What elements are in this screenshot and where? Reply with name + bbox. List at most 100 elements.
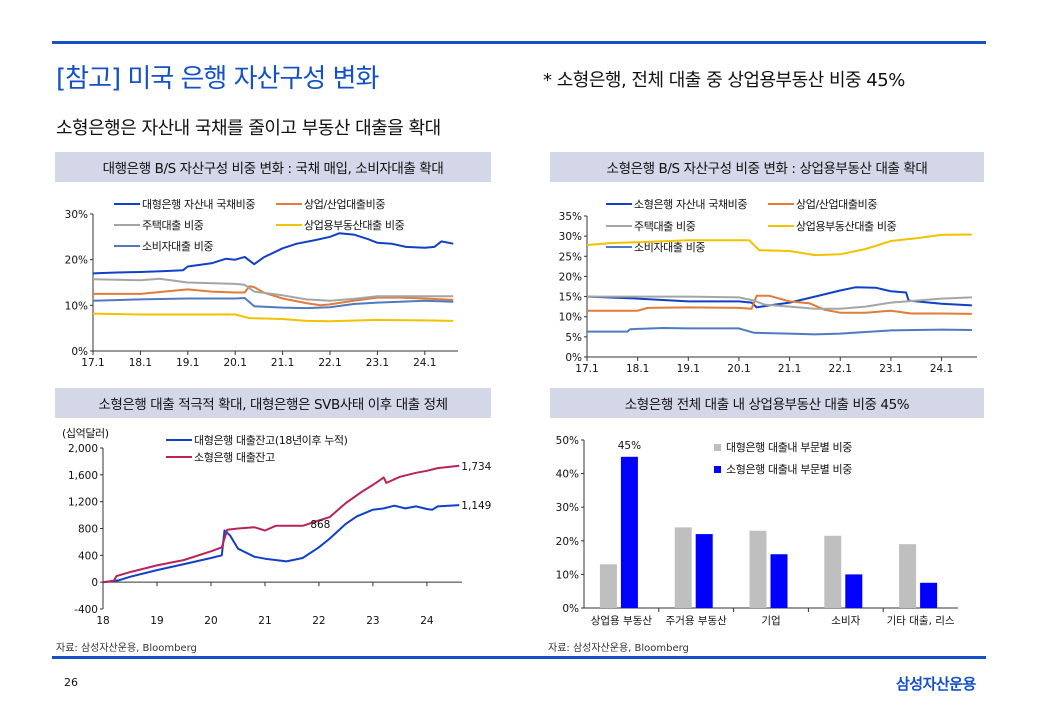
y-tick-label: 5%: [565, 332, 582, 344]
x-tick-label: 19.1: [677, 363, 700, 375]
page-number: 26: [64, 676, 78, 689]
x-tick-label: 21.1: [778, 363, 801, 375]
y-tick-label: 0%: [71, 346, 88, 358]
x-tick-label: 24.1: [930, 363, 953, 375]
panel-header-loan-mix: 소형은행 전체 대출 내 상업용부동산 대출 비중 45%: [550, 388, 984, 418]
slide-title: [참고] 미국 은행 자산구성 변화: [56, 64, 379, 94]
annotation-label: 868: [310, 519, 330, 531]
x-tick-label: 20: [204, 615, 217, 627]
x-tick-label: 24.1: [413, 357, 436, 369]
bar: [845, 574, 863, 608]
legend-swatch: [714, 465, 721, 473]
y-tick-label: 20%: [65, 255, 88, 267]
x-tick-label: 19.1: [176, 357, 199, 369]
x-tick-label: 23: [366, 615, 379, 627]
bar: [920, 582, 938, 608]
y-tick-label: 0: [91, 577, 98, 589]
x-tick-label: 19: [150, 615, 163, 627]
legend-label: 주택대출 비중: [142, 219, 204, 232]
y-tick-label: 20%: [559, 271, 582, 283]
bar: [749, 530, 767, 608]
y-tick-label: 30%: [65, 209, 88, 221]
legend-label: 상업용부동산대출 비중: [304, 219, 405, 232]
x-tick-label: 22.1: [829, 363, 852, 375]
y-tick-label: 1,200: [68, 497, 98, 509]
series-line: [586, 286, 972, 309]
category-label: 기타 대출, 리스: [887, 615, 955, 627]
legend-swatch: [768, 203, 794, 205]
category-label: 기업: [761, 614, 780, 627]
legend-swatch: [606, 203, 632, 205]
legend-swatch: [114, 245, 140, 247]
bar-value-label: 45%: [618, 440, 641, 452]
legend-item: 소비자대출 비중: [606, 239, 706, 255]
legend-label: 상업/산업대출비중: [796, 198, 878, 211]
legend-swatch: [276, 203, 302, 205]
legend-swatch: [114, 203, 140, 205]
legend-item: 상업용부동산대출 비중: [768, 218, 897, 234]
y-tick-label: 1,600: [68, 470, 98, 482]
bar: [899, 544, 917, 608]
y-tick-label: 35%: [559, 211, 582, 223]
slide-note: * 소형은행, 전체 대출 중 상업용부동산 비중 45%: [543, 70, 905, 91]
bar: [620, 456, 638, 608]
legend-label: 주택대출 비중: [634, 220, 696, 233]
x-tick-label: 18.1: [626, 363, 649, 375]
legend-item: 소형은행 자산내 국채비중: [606, 196, 748, 212]
legend-swatch: [114, 224, 140, 226]
legend-swatch: [606, 225, 632, 227]
y-tick-label: 50%: [556, 435, 579, 447]
category-label: 소비자: [831, 615, 860, 627]
legend-swatch: [606, 246, 632, 248]
legend-item: 소형은행 대출내 부문별 비중: [714, 461, 852, 477]
legend-item: 주택대출 비중: [114, 217, 204, 233]
y-tick-label: 10%: [556, 569, 579, 581]
legend-item: 대형은행 자산내 국채비중: [114, 196, 256, 212]
panel-header-large-bank-bs: 대행은행 B/S 자산구성 비중 변화 : 국채 매입, 소비자대출 확대: [55, 152, 491, 182]
legend-label: 대형은행 자산내 국채비중: [142, 198, 256, 211]
y-tick-label: 800: [78, 524, 98, 536]
y-tick-label: 400: [78, 550, 98, 562]
bar: [695, 534, 713, 608]
x-tick-label: 21.1: [271, 357, 294, 369]
series-end-label: 1,149: [461, 500, 491, 512]
legend-item: 상업용부동산대출 비중: [276, 217, 405, 233]
panel-header-small-bank-bs: 소형은행 B/S 자산구성 비중 변화 : 상업용부동산 대출 확대: [550, 152, 984, 182]
source-note-right: 자료: 삼성자산운용, Bloomberg: [548, 643, 689, 654]
series-line: [586, 233, 972, 257]
legend-label: 대형은행 대출내 부문별 비중: [726, 441, 852, 454]
legend-label: 소형은행 대출잔고: [194, 451, 275, 464]
legend-swatch: [166, 456, 192, 458]
series-line: [102, 504, 460, 584]
panel-header-loan-balance: 소형은행 대출 적극적 확대, 대형은행은 SVB사태 이후 대출 정체: [55, 388, 491, 418]
source-note-left: 자료: 삼성자산운용, Bloomberg: [56, 643, 197, 654]
bottom-rule: [52, 656, 986, 659]
x-tick-label: 22.1: [318, 357, 341, 369]
series-line: [102, 464, 460, 584]
legend-item: 상업/산업대출비중: [768, 196, 877, 212]
bar: [770, 554, 788, 608]
legend-swatch: [768, 225, 794, 227]
series-end-label: 1,734: [461, 461, 491, 473]
legend-item: 소형은행 대출잔고: [166, 449, 275, 465]
y-tick-label: 25%: [559, 251, 582, 263]
top-rule: [52, 41, 986, 44]
slide-subtitle: 소형은행은 자산내 국채를 줄이고 부동산 대출을 확대: [56, 118, 441, 139]
series-line: [92, 297, 454, 310]
x-tick-label: 21: [258, 615, 271, 627]
legend-label: 소비자대출 비중: [634, 241, 706, 254]
y-tick-label: 10%: [559, 312, 582, 324]
x-tick-label: 17.1: [81, 357, 104, 369]
y-tick-label: 2,000: [68, 443, 98, 455]
legend-swatch: [714, 443, 721, 451]
x-tick-label: 18.1: [129, 357, 152, 369]
series-line: [92, 232, 454, 275]
legend-item: 대형은행 대출잔고(18년이후 누적): [166, 432, 348, 448]
legend-item: 주택대출 비중: [606, 218, 696, 234]
series-line: [587, 295, 972, 310]
series-line: [92, 277, 454, 302]
x-tick-label: 20.1: [727, 363, 750, 375]
y-tick-label: 30%: [556, 502, 579, 514]
